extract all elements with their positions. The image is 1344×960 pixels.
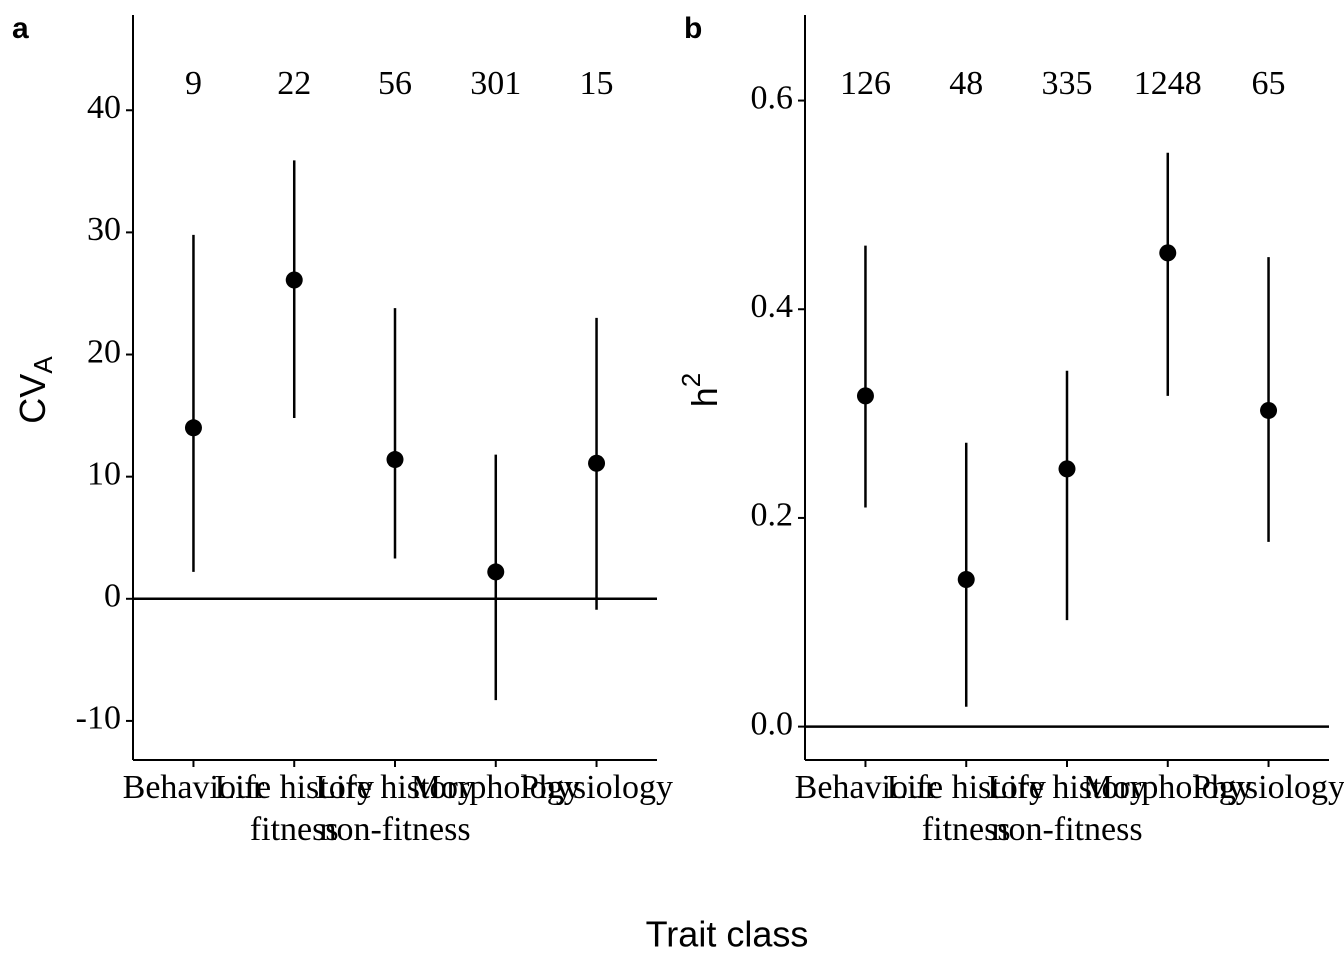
x-tick-label: Life history non-fitness xyxy=(315,769,475,848)
x-tick-label: Behaviour xyxy=(123,769,265,806)
y-axis-title-main: CV xyxy=(12,374,53,424)
y-axis-title: h2 xyxy=(676,373,725,408)
point xyxy=(386,451,404,469)
y-tick-label: 10 xyxy=(87,455,121,492)
count-label: 335 xyxy=(1042,65,1093,102)
count-label: 48 xyxy=(949,65,983,102)
y-axis-title-main: h xyxy=(684,387,725,407)
x-tick-label-line: fitness xyxy=(250,811,339,848)
point xyxy=(285,271,303,289)
y-tick-label: 40 xyxy=(87,89,121,126)
y-axis-title-sub: A xyxy=(28,356,58,374)
count-label: 56 xyxy=(378,65,412,102)
x-tick-label: Behaviour xyxy=(795,769,937,806)
x-tick-label-line: Life history xyxy=(886,769,1046,806)
x-tick-label-line: Physiology xyxy=(520,769,673,806)
y-tick-label: 0.2 xyxy=(751,497,794,534)
x-tick-label: Life history fitness xyxy=(214,769,374,848)
x-tick-label-line: Physiology xyxy=(1192,769,1344,806)
panel-label: a xyxy=(12,12,29,45)
point xyxy=(487,563,505,581)
point xyxy=(1260,401,1278,419)
x-tick-label-line: non-fitness xyxy=(991,811,1142,848)
x-tick-label-line: fitness xyxy=(922,811,1011,848)
point xyxy=(1159,244,1177,262)
count-label: 126 xyxy=(840,65,891,102)
count-label: 65 xyxy=(1252,65,1286,102)
y-tick-label: 20 xyxy=(87,333,121,370)
y-tick-label: 0.6 xyxy=(751,79,794,116)
x-tick-label: Physiology xyxy=(520,769,673,806)
y-tick-label: 0 xyxy=(104,578,121,615)
y-tick-label: -10 xyxy=(76,700,121,737)
x-tick-label-line: Life history xyxy=(315,769,475,806)
x-tick-label-line: Morphology xyxy=(1083,769,1253,806)
y-axis-title-sup: 2 xyxy=(676,373,706,387)
point xyxy=(1058,460,1076,478)
x-axis-title: Trait class xyxy=(646,914,809,955)
count-label: 22 xyxy=(277,65,311,102)
panel-label: b xyxy=(684,12,702,45)
y-tick-label: 30 xyxy=(87,211,121,248)
x-tick-label-line: non-fitness xyxy=(319,811,470,848)
count-label: 1248 xyxy=(1134,65,1202,102)
count-label: 15 xyxy=(580,65,614,102)
x-tick-label-line: Morphology xyxy=(411,769,581,806)
count-label: 301 xyxy=(470,65,521,102)
y-axis-title: CVA xyxy=(12,356,58,424)
x-tick-label: Morphology xyxy=(1083,769,1253,806)
x-tick-label: Physiology xyxy=(1192,769,1344,806)
x-tick-label-line: Behaviour xyxy=(123,769,265,806)
x-tick-label-line: Life history xyxy=(214,769,374,806)
x-tick-label: Morphology xyxy=(411,769,581,806)
count-label: 9 xyxy=(185,65,202,102)
y-tick-label: 0.0 xyxy=(751,705,794,742)
point xyxy=(184,419,202,437)
y-tick-label: 0.4 xyxy=(751,288,794,325)
x-tick-label: Life history fitness xyxy=(886,769,1046,848)
point xyxy=(588,454,606,472)
point xyxy=(957,570,975,588)
x-tick-label-line: Behaviour xyxy=(795,769,937,806)
point xyxy=(856,387,874,405)
x-tick-label: Life history non-fitness xyxy=(987,769,1147,848)
x-tick-label-line: Life history xyxy=(987,769,1147,806)
